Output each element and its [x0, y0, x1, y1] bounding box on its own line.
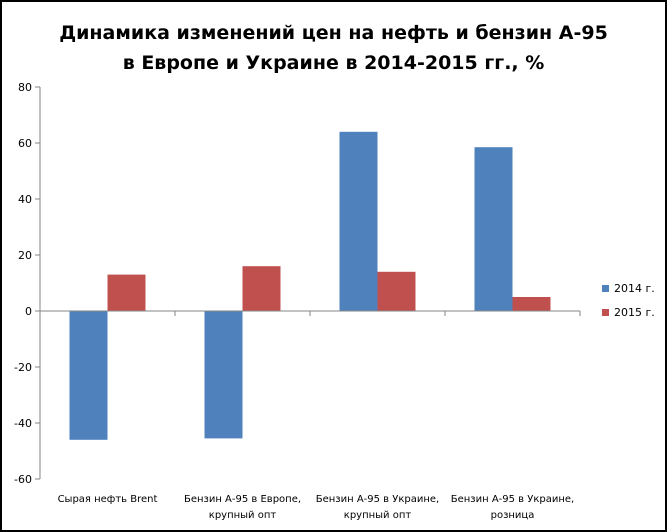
legend-label: 2015 г. — [614, 306, 655, 319]
legend-swatch — [602, 285, 609, 292]
x-category-label: Бензин А-95 в Украине, — [451, 494, 575, 505]
bar — [69, 311, 108, 440]
y-tick-label: -40 — [14, 417, 32, 430]
y-tick-label: 40 — [18, 193, 32, 206]
x-category-label: Бензин А-95 в Украине, — [316, 494, 440, 505]
bar — [474, 147, 513, 311]
y-tick-label: -60 — [14, 473, 32, 486]
x-category-label: розница — [491, 510, 535, 521]
x-category-label: крупный опт — [344, 510, 412, 521]
y-tick-label: 0 — [25, 305, 32, 318]
chart-title-line-1: Динамика изменений цен на нефть и бензин… — [59, 22, 608, 44]
x-category-label: крупный опт — [209, 510, 277, 521]
x-category-label: Бензин А-95 в Европе, — [184, 494, 301, 505]
legend-label: 2014 г. — [614, 282, 655, 295]
y-tick-label: 60 — [18, 137, 32, 150]
bar — [512, 297, 551, 311]
bar — [107, 274, 146, 311]
chart-title-line-2: в Европе и Украине в 2014-2015 гг., % — [122, 52, 545, 74]
bar — [339, 131, 378, 311]
y-tick-label: -20 — [14, 361, 32, 374]
bar — [242, 266, 281, 311]
y-tick-label: 80 — [18, 81, 32, 94]
y-tick-label: 20 — [18, 249, 32, 262]
chart-title: Динамика изменений цен на нефть и бензин… — [2, 18, 665, 78]
bar — [377, 271, 416, 311]
bar — [204, 311, 243, 439]
x-category-label: Сырая нефть Brent — [58, 494, 158, 505]
legend-swatch — [602, 309, 609, 316]
